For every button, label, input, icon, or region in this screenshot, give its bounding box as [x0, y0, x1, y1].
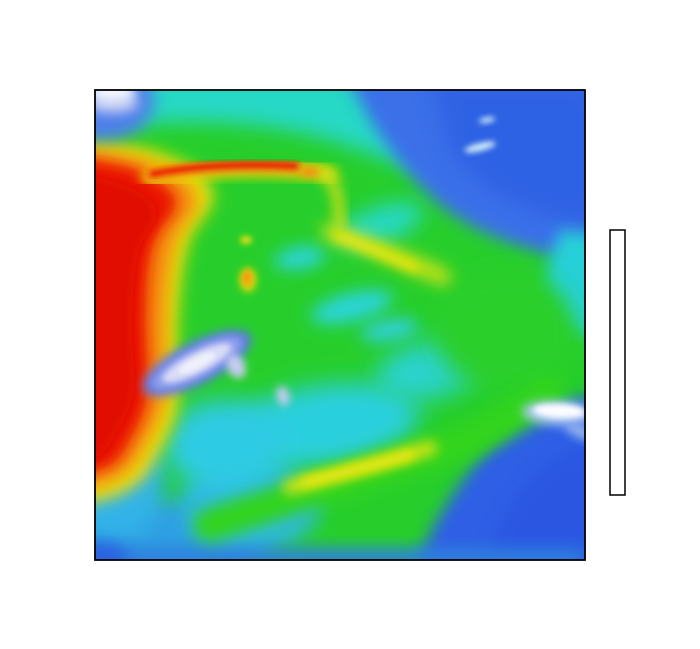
- pm25-concentration-field: [95, 90, 585, 560]
- map-frame: [94, 89, 586, 561]
- colorbar-gradient-bar: [609, 229, 626, 496]
- colorbar: [609, 229, 626, 496]
